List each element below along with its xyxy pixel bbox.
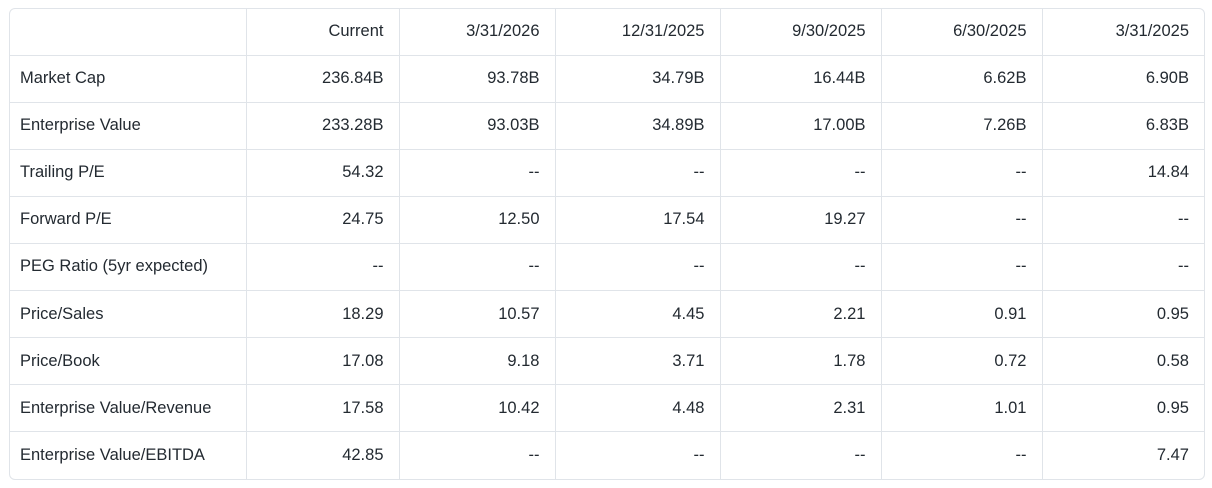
table-cell: 16.44B	[720, 55, 882, 103]
table-cell: 34.79B	[555, 55, 721, 103]
table-cell: 2.31	[720, 384, 882, 433]
table-cell: 18.29	[246, 290, 400, 339]
header-cell-period-2: 12/31/2025	[555, 9, 721, 56]
table-cell: 7.26B	[881, 102, 1043, 150]
table-cell: 19.27	[720, 196, 882, 244]
table-cell: 34.89B	[555, 102, 721, 150]
table-cell: 0.72	[881, 337, 1043, 386]
table-row: Price/Book 17.08 9.18 3.71 1.78 0.72 0.58	[10, 337, 1204, 386]
table-row: Market Cap 236.84B 93.78B 34.79B 16.44B 6.62B…	[10, 55, 1204, 103]
header-cell-period-3: 9/30/2025	[720, 9, 882, 56]
row-label: PEG Ratio (5yr expected)	[10, 243, 247, 292]
table-cell: 0.95	[1042, 384, 1204, 433]
table-cell: --	[720, 243, 882, 292]
row-label: Market Cap	[10, 55, 247, 103]
table-cell: --	[1042, 243, 1204, 292]
header-cell-period-5: 3/31/2025	[1042, 9, 1204, 56]
header-cell-blank	[10, 9, 247, 56]
header-cell-period-1: 3/31/2026	[399, 9, 556, 56]
table-cell: --	[399, 149, 556, 197]
header-row: Current 3/31/2026 12/31/2025 9/30/2025 6…	[10, 9, 1204, 56]
table-header: Current 3/31/2026 12/31/2025 9/30/2025 6…	[10, 9, 1204, 56]
table-cell: 1.78	[720, 337, 882, 386]
table-cell: 17.54	[555, 196, 721, 244]
row-label: Enterprise Value	[10, 102, 247, 150]
table-cell: 17.58	[246, 384, 400, 433]
table-cell: --	[881, 431, 1043, 479]
table-cell: 6.90B	[1042, 55, 1204, 103]
table-row: Enterprise Value/Revenue 17.58 10.42 4.48 2.…	[10, 384, 1204, 433]
table-cell: 0.95	[1042, 290, 1204, 339]
table-cell: --	[720, 431, 882, 479]
table-cell: --	[246, 243, 400, 292]
table-cell: 93.03B	[399, 102, 556, 150]
table-cell: 4.48	[555, 384, 721, 433]
table-cell: 4.45	[555, 290, 721, 339]
table-cell: 14.84	[1042, 149, 1204, 197]
table-cell: 17.00B	[720, 102, 882, 150]
table-row: PEG Ratio (5yr expected) -- -- -- -- -- --	[10, 243, 1204, 292]
table-cell: 233.28B	[246, 102, 400, 150]
table-cell: --	[399, 431, 556, 479]
table-cell: --	[399, 243, 556, 292]
table-cell: 2.21	[720, 290, 882, 339]
table-cell: --	[1042, 196, 1204, 244]
table-cell: 236.84B	[246, 55, 400, 103]
table-cell: 93.78B	[399, 55, 556, 103]
table-cell: 1.01	[881, 384, 1043, 433]
table-cell: --	[881, 149, 1043, 197]
table-cell: 17.08	[246, 337, 400, 386]
table-cell: 6.83B	[1042, 102, 1204, 150]
table-cell: --	[555, 243, 721, 292]
row-label: Enterprise Value/Revenue	[10, 384, 247, 433]
valuation-measures-table: Current 3/31/2026 12/31/2025 9/30/2025 6…	[10, 9, 1204, 479]
table-cell: --	[881, 196, 1043, 244]
table-cell: 3.71	[555, 337, 721, 386]
table-cell: 0.91	[881, 290, 1043, 339]
table-row: Trailing P/E 54.32 -- -- -- -- 14.84	[10, 149, 1204, 197]
table-cell: 12.50	[399, 196, 556, 244]
table-cell: --	[720, 149, 882, 197]
table-cell: 10.42	[399, 384, 556, 433]
valuation-table-container: Current 3/31/2026 12/31/2025 9/30/2025 6…	[9, 8, 1205, 480]
table-cell: 54.32	[246, 149, 400, 197]
table-cell: 7.47	[1156, 446, 1189, 465]
row-label: Price/Sales	[10, 290, 247, 339]
row-label: Trailing P/E	[10, 149, 247, 197]
table-row: Enterprise Value/EBITDA 42.85 -- -- -- -- 7.47	[10, 431, 1204, 479]
header-cell-period-4: 6/30/2025	[881, 9, 1043, 56]
row-label: Enterprise Value/EBITDA	[10, 431, 247, 479]
table-cell: 24.75	[246, 196, 400, 244]
table-row: Price/Sales 18.29 10.57 4.45 2.21 0.91 0.95	[10, 290, 1204, 339]
table-cell: --	[555, 431, 721, 479]
row-label: Forward P/E	[10, 196, 247, 244]
table-cell: --	[555, 149, 721, 197]
header-cell-current: Current	[246, 9, 400, 56]
table-cell: 10.57	[399, 290, 556, 339]
row-label: Price/Book	[10, 337, 247, 386]
table-row: Enterprise Value 233.28B 93.03B 34.89B 17.00…	[10, 102, 1204, 150]
table-cell: --	[881, 243, 1043, 292]
table-row: Forward P/E 24.75 12.50 17.54 19.27 -- --	[10, 196, 1204, 244]
table-cell: 6.62B	[881, 55, 1043, 103]
table-cell: 0.58	[1042, 337, 1204, 386]
table-cell: 9.18	[399, 337, 556, 386]
table-cell: 42.85	[246, 431, 400, 479]
table-body: Market Cap 236.84B 93.78B 34.79B 16.44B 6.62B…	[10, 55, 1204, 479]
